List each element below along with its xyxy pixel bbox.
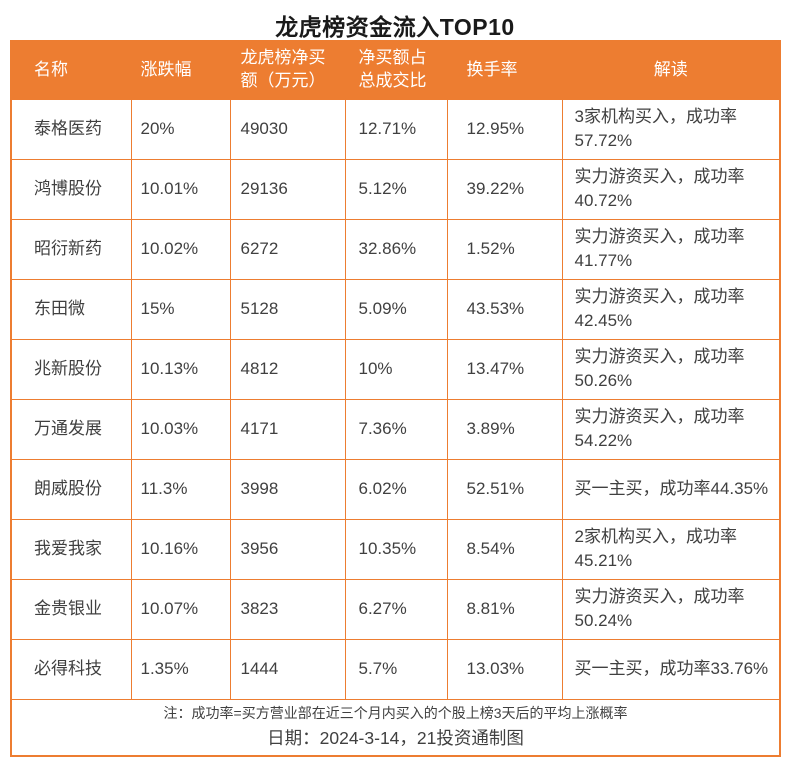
header-cell-net-buy: 龙虎榜净买额（万元） xyxy=(229,40,346,100)
cell-stock-name: 兆新股份 xyxy=(10,338,132,400)
cell-turnover-rate: 8.54% xyxy=(446,518,563,580)
cell-change-percent: 10.13% xyxy=(130,338,231,400)
table-row: 鸿博股份 10.01% 29136 5.12% 39.22% 实力游资买入，成功… xyxy=(10,158,781,220)
table-footer-row: 注：成功率=买方营业部在近三个月内买入的个股上榜3天后的平均上涨概率 日期：20… xyxy=(10,698,781,757)
cell-turnover-rate: 8.81% xyxy=(446,578,563,640)
cell-net-buy-amount: 49030 xyxy=(229,98,346,160)
header-cell-interpretation: 解读 xyxy=(561,40,781,100)
cell-stock-name: 鸿博股份 xyxy=(10,158,132,220)
cell-turnover-rate: 39.22% xyxy=(446,158,563,220)
cell-net-buy-amount: 4171 xyxy=(229,398,346,460)
cell-interpretation: 实力游资买入，成功率40.72% xyxy=(561,158,781,220)
cell-net-buy-ratio: 10.35% xyxy=(344,518,448,580)
cell-turnover-rate: 13.47% xyxy=(446,338,563,400)
header-cell-change: 涨跌幅 xyxy=(130,40,231,100)
table-row: 必得科技 1.35% 1444 5.7% 13.03% 买一主买，成功率33.7… xyxy=(10,638,781,700)
cell-stock-name: 万通发展 xyxy=(10,398,132,460)
header-cell-turnover: 换手率 xyxy=(446,40,563,100)
cell-net-buy-ratio: 5.09% xyxy=(344,278,448,340)
cell-turnover-rate: 1.52% xyxy=(446,218,563,280)
cell-change-percent: 10.03% xyxy=(130,398,231,460)
cell-net-buy-amount: 1444 xyxy=(229,638,346,700)
header-cell-name: 名称 xyxy=(10,40,132,100)
cell-net-buy-ratio: 6.02% xyxy=(344,458,448,520)
cell-stock-name: 必得科技 xyxy=(10,638,132,700)
table-row: 兆新股份 10.13% 4812 10% 13.47% 实力游资买入，成功率50… xyxy=(10,338,781,400)
table-row: 昭衍新药 10.02% 6272 32.86% 1.52% 实力游资买入，成功率… xyxy=(10,218,781,280)
cell-stock-name: 金贵银业 xyxy=(10,578,132,640)
cell-net-buy-amount: 4812 xyxy=(229,338,346,400)
cell-interpretation: 3家机构买入，成功率57.72% xyxy=(561,98,781,160)
cell-change-percent: 1.35% xyxy=(130,638,231,700)
cell-net-buy-amount: 3998 xyxy=(229,458,346,520)
cell-interpretation: 实力游资买入，成功率42.45% xyxy=(561,278,781,340)
table-row: 泰格医药 20% 49030 12.71% 12.95% 3家机构买入，成功率5… xyxy=(10,98,781,160)
cell-stock-name: 我爱我家 xyxy=(10,518,132,580)
table-footer-cell: 注：成功率=买方营业部在近三个月内买入的个股上榜3天后的平均上涨概率 日期：20… xyxy=(10,698,781,757)
cell-interpretation: 实力游资买入，成功率50.26% xyxy=(561,338,781,400)
cell-turnover-rate: 3.89% xyxy=(446,398,563,460)
cell-net-buy-ratio: 12.71% xyxy=(344,98,448,160)
cell-net-buy-amount: 5128 xyxy=(229,278,346,340)
table-row: 万通发展 10.03% 4171 7.36% 3.89% 实力游资买入，成功率5… xyxy=(10,398,781,460)
cell-turnover-rate: 52.51% xyxy=(446,458,563,520)
cell-net-buy-amount: 6272 xyxy=(229,218,346,280)
cell-interpretation: 实力游资买入，成功率41.77% xyxy=(561,218,781,280)
cell-net-buy-amount: 3823 xyxy=(229,578,346,640)
cell-change-percent: 10.07% xyxy=(130,578,231,640)
date-caption: 日期：2024-3-14，21投资通制图 xyxy=(267,728,524,749)
cell-interpretation: 实力游资买入，成功率54.22% xyxy=(561,398,781,460)
header-cell-net-buy-ratio: 净买额占总成交比 xyxy=(344,40,448,100)
cell-change-percent: 10.02% xyxy=(130,218,231,280)
cell-interpretation: 2家机构买入，成功率45.21% xyxy=(561,518,781,580)
cell-net-buy-ratio: 10% xyxy=(344,338,448,400)
cell-interpretation: 买一主买，成功率33.76% xyxy=(561,638,781,700)
cell-turnover-rate: 12.95% xyxy=(446,98,563,160)
cell-net-buy-amount: 3956 xyxy=(229,518,346,580)
table-body: 泰格医药 20% 49030 12.71% 12.95% 3家机构买入，成功率5… xyxy=(10,98,781,700)
cell-stock-name: 朗威股份 xyxy=(10,458,132,520)
footnote: 注：成功率=买方营业部在近三个月内买入的个股上榜3天后的平均上涨概率 xyxy=(163,704,628,721)
capital-inflow-table: 名称 涨跌幅 龙虎榜净买额（万元） 净买额占总成交比 换手率 解读 泰格医药 2… xyxy=(10,40,781,757)
table-row: 金贵银业 10.07% 3823 6.27% 8.81% 实力游资买入，成功率5… xyxy=(10,578,781,640)
cell-stock-name: 昭衍新药 xyxy=(10,218,132,280)
cell-net-buy-ratio: 32.86% xyxy=(344,218,448,280)
cell-stock-name: 泰格医药 xyxy=(10,98,132,160)
cell-net-buy-ratio: 7.36% xyxy=(344,398,448,460)
cell-interpretation: 实力游资买入，成功率50.24% xyxy=(561,578,781,640)
cell-interpretation: 买一主买，成功率44.35% xyxy=(561,458,781,520)
cell-net-buy-ratio: 6.27% xyxy=(344,578,448,640)
cell-net-buy-ratio: 5.7% xyxy=(344,638,448,700)
table-header-row: 名称 涨跌幅 龙虎榜净买额（万元） 净买额占总成交比 换手率 解读 xyxy=(10,40,781,100)
cell-net-buy-ratio: 5.12% xyxy=(344,158,448,220)
cell-turnover-rate: 13.03% xyxy=(446,638,563,700)
cell-change-percent: 10.16% xyxy=(130,518,231,580)
cell-stock-name: 东田微 xyxy=(10,278,132,340)
table-row: 我爱我家 10.16% 3956 10.35% 8.54% 2家机构买入，成功率… xyxy=(10,518,781,580)
cell-change-percent: 10.01% xyxy=(130,158,231,220)
table-row: 东田微 15% 5128 5.09% 43.53% 实力游资买入，成功率42.4… xyxy=(10,278,781,340)
page-title: 龙虎榜资金流入TOP10 xyxy=(275,14,515,40)
cell-net-buy-amount: 29136 xyxy=(229,158,346,220)
cell-change-percent: 15% xyxy=(130,278,231,340)
cell-turnover-rate: 43.53% xyxy=(446,278,563,340)
cell-change-percent: 11.3% xyxy=(130,458,231,520)
table-row: 朗威股份 11.3% 3998 6.02% 52.51% 买一主买，成功率44.… xyxy=(10,458,781,520)
cell-change-percent: 20% xyxy=(130,98,231,160)
